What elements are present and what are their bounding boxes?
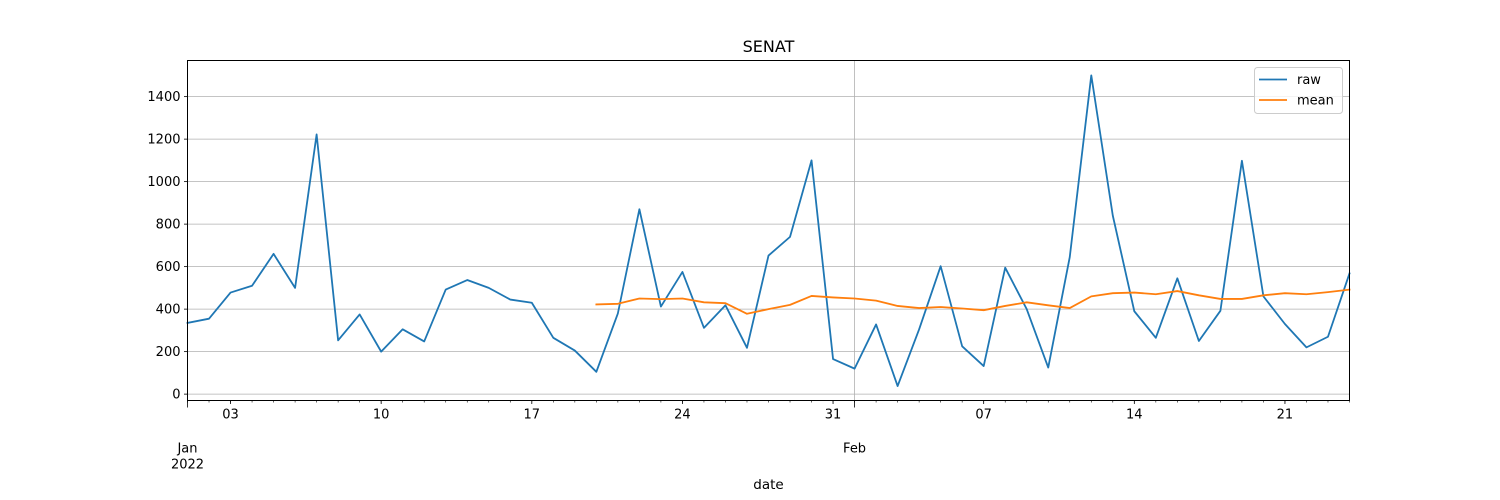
x-tick-label: 21 <box>1277 408 1294 423</box>
x-tick-label: 14 <box>1126 408 1143 423</box>
legend-label-raw: raw <box>1297 73 1321 88</box>
x-axis-label: date <box>753 477 783 493</box>
y-tick-label: 200 <box>156 345 181 360</box>
x-tick-label: 17 <box>524 408 541 423</box>
y-tick-label: 1000 <box>147 175 180 190</box>
chart-title: SENAT <box>743 37 795 56</box>
x-tick-label: 03 <box>222 408 239 423</box>
y-axis: 0 200 400 600 800 1000 1200 1400 <box>147 90 188 403</box>
y-tick-label: 1200 <box>147 133 180 148</box>
series-line-raw <box>186 74 1351 387</box>
x-major-tick-label: Jan <box>176 442 197 457</box>
y-tick-label: 0 <box>172 388 180 403</box>
x-major-tick-label: Feb <box>843 442 866 457</box>
y-tick-label: 600 <box>156 260 181 275</box>
y-tick-label: 800 <box>156 218 181 233</box>
x-major-tick-sublabel: 2022 <box>171 458 204 473</box>
x-tick-label: 07 <box>975 408 992 423</box>
x-tick-label: 31 <box>825 408 842 423</box>
series-line-mean <box>595 288 1351 315</box>
y-tick-label: 1400 <box>147 90 180 105</box>
legend-label-mean: mean <box>1297 94 1334 109</box>
series-lines <box>186 74 1351 387</box>
legend: raw mean <box>1254 67 1343 114</box>
x-tick-label: 24 <box>674 408 691 423</box>
y-tick-label: 400 <box>156 303 181 318</box>
x-tick-label: 10 <box>373 408 390 423</box>
